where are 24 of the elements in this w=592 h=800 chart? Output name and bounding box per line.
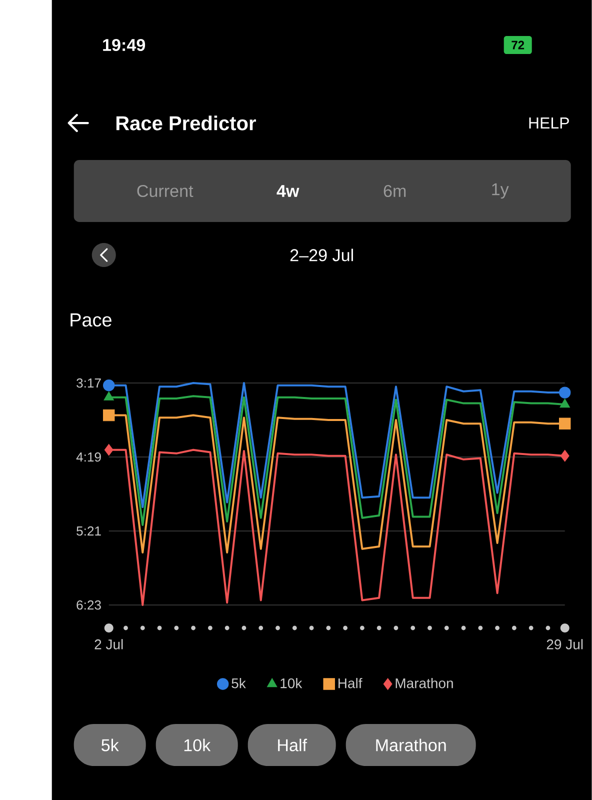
text: Marathon — [376, 738, 446, 752]
y-tick-label: 5:21 — [76, 526, 101, 536]
text: Half — [278, 738, 308, 752]
text: 19:49 — [103, 38, 146, 52]
chart-subtitle: 2–29 Jul — [290, 248, 354, 262]
x-tick-label: 2 Jul — [94, 639, 123, 650]
legend-label: 10k — [280, 678, 302, 688]
text: Current — [137, 184, 194, 198]
text: Pace — [70, 313, 112, 327]
y-tick-label: 3:17 — [76, 378, 101, 388]
text: 1y — [492, 183, 509, 199]
text: 10k — [184, 738, 211, 752]
legend-label: Half — [338, 678, 362, 688]
text: 4w — [276, 185, 300, 197]
x-tick-label: 29 Jul — [546, 639, 583, 650]
text: 72 — [512, 40, 524, 50]
legend-label: 5k — [232, 678, 246, 688]
text: 5k — [102, 738, 119, 752]
chart-title: Race Predictor — [116, 116, 256, 130]
y-tick-label: 6:23 — [76, 600, 101, 610]
legend-label: Marathon — [396, 678, 453, 688]
text: 6m — [384, 184, 406, 198]
y-tick-label: 4:19 — [76, 452, 101, 462]
text: HELP — [529, 118, 569, 129]
